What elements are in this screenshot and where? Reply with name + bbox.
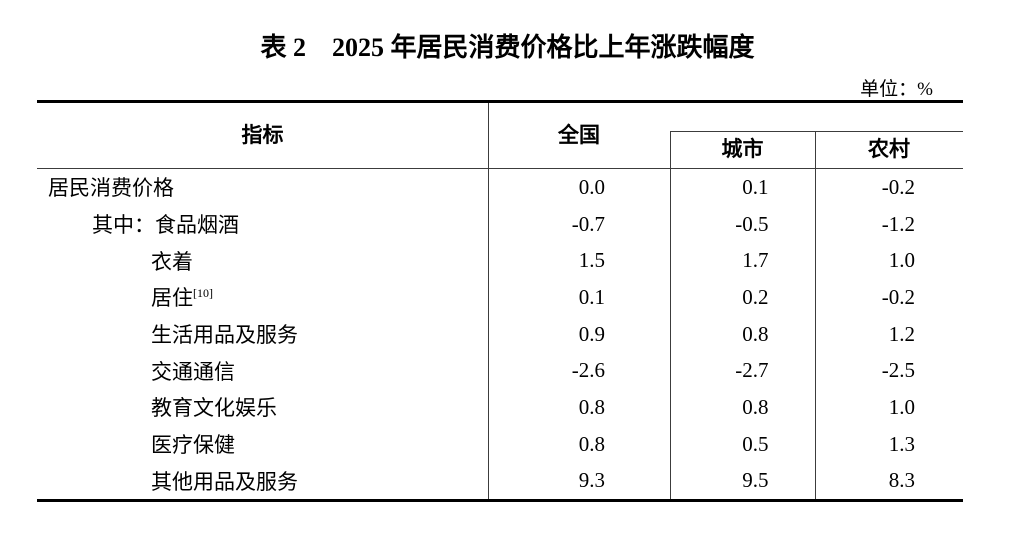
row-label: 交通通信: [37, 356, 488, 386]
value-rural: -1.2: [881, 211, 915, 236]
value-national: 0.8: [578, 431, 605, 456]
row-label-text: 其中：食品烟酒: [92, 213, 239, 237]
table-row: 衣着 1.5 1.7 1.0: [37, 242, 963, 279]
value-rural: -0.2: [881, 174, 915, 199]
value-national: -0.7: [571, 211, 605, 236]
row-label-text: 教育文化娱乐: [151, 396, 277, 421]
value-urban: -2.7: [735, 358, 769, 383]
value-rural: -0.2: [881, 284, 915, 309]
column-header-rural: 农村: [868, 138, 910, 161]
row-label-text: 医疗保健: [151, 433, 235, 458]
unit-label: 单位：%: [860, 79, 933, 100]
value-urban: 1.7: [742, 248, 769, 273]
row-label-text: 交通通信: [151, 359, 235, 384]
divider-national-urban: [670, 131, 671, 499]
table-row: 其中：食品烟酒 -0.7 -0.5 -1.2: [37, 206, 963, 243]
row-label-text: 居住: [151, 286, 193, 311]
subheader-top-rule: [670, 131, 963, 132]
column-header-urban: 城市: [721, 138, 764, 161]
value-national: 0.1: [578, 284, 605, 309]
table-row: 生活用品及服务 0.9 0.8 1.2: [37, 316, 963, 353]
value-rural: 1.3: [888, 431, 915, 456]
row-label-text: 衣着: [151, 249, 193, 274]
value-rural: 1.2: [888, 321, 915, 346]
table-row: 居民消费价格 0.0 0.1 -0.2: [37, 169, 963, 206]
footnote-marker: [10]: [193, 286, 213, 301]
table-row: 交通通信 -2.6 -2.7 -2.5: [37, 352, 963, 389]
divider-urban-rural: [815, 131, 816, 499]
row-label: 其他用品及服务: [37, 466, 488, 496]
row-label: 居民消费价格: [37, 172, 488, 202]
value-urban: 0.8: [742, 394, 769, 419]
value-urban: 9.5: [742, 468, 769, 493]
row-label: 医疗保健: [37, 429, 488, 459]
value-urban: 0.2: [742, 284, 769, 309]
value-rural: 1.0: [888, 394, 915, 419]
value-urban: 0.5: [742, 431, 769, 456]
value-national: 0.9: [578, 321, 605, 346]
header-bottom-rule: [37, 168, 963, 169]
table-row: 医疗保健 0.8 0.5 1.3: [37, 426, 963, 463]
value-national: 0.8: [578, 394, 605, 419]
table-row: 居住[10] 0.1 0.2 -0.2: [37, 279, 963, 316]
table-row: 教育文化娱乐 0.8 0.8 1.0: [37, 389, 963, 426]
divider-indicator-national: [488, 103, 489, 499]
value-national: 1.5: [578, 248, 605, 273]
row-label: 居住[10]: [37, 282, 488, 312]
value-national: -2.6: [571, 358, 605, 383]
row-label: 衣着: [37, 246, 488, 276]
table-title: 表 2 2025 年居民消费价格比上年涨跌幅度: [260, 33, 755, 62]
value-rural: 1.0: [888, 248, 915, 273]
value-rural: -2.5: [881, 358, 915, 383]
value-national: 9.3: [578, 468, 605, 493]
row-label-text: 其他用品及服务: [151, 469, 298, 494]
row-label: 教育文化娱乐: [37, 392, 488, 422]
cpi-table: 指标 全国 城市 农村 居民消费价格 0.0 0.1 -0.2 其中：食品烟酒 …: [37, 100, 963, 502]
column-header-national: 全国: [558, 124, 600, 147]
table-row: 其他用品及服务 9.3 9.5 8.3: [37, 462, 963, 499]
value-urban: 0.8: [742, 321, 769, 346]
value-rural: 8.3: [888, 468, 915, 493]
value-national: 0.0: [578, 174, 605, 199]
row-label: 其中：食品烟酒: [37, 209, 488, 239]
value-urban: 0.1: [742, 174, 769, 199]
row-label-text: 生活用品及服务: [151, 323, 298, 348]
value-urban: -0.5: [735, 211, 769, 236]
row-label-text: 居民消费价格: [48, 176, 174, 201]
row-label: 生活用品及服务: [37, 319, 488, 349]
table-body: 居民消费价格 0.0 0.1 -0.2 其中：食品烟酒 -0.7 -0.5 -1…: [37, 169, 963, 499]
column-header-indicator: 指标: [241, 124, 284, 147]
